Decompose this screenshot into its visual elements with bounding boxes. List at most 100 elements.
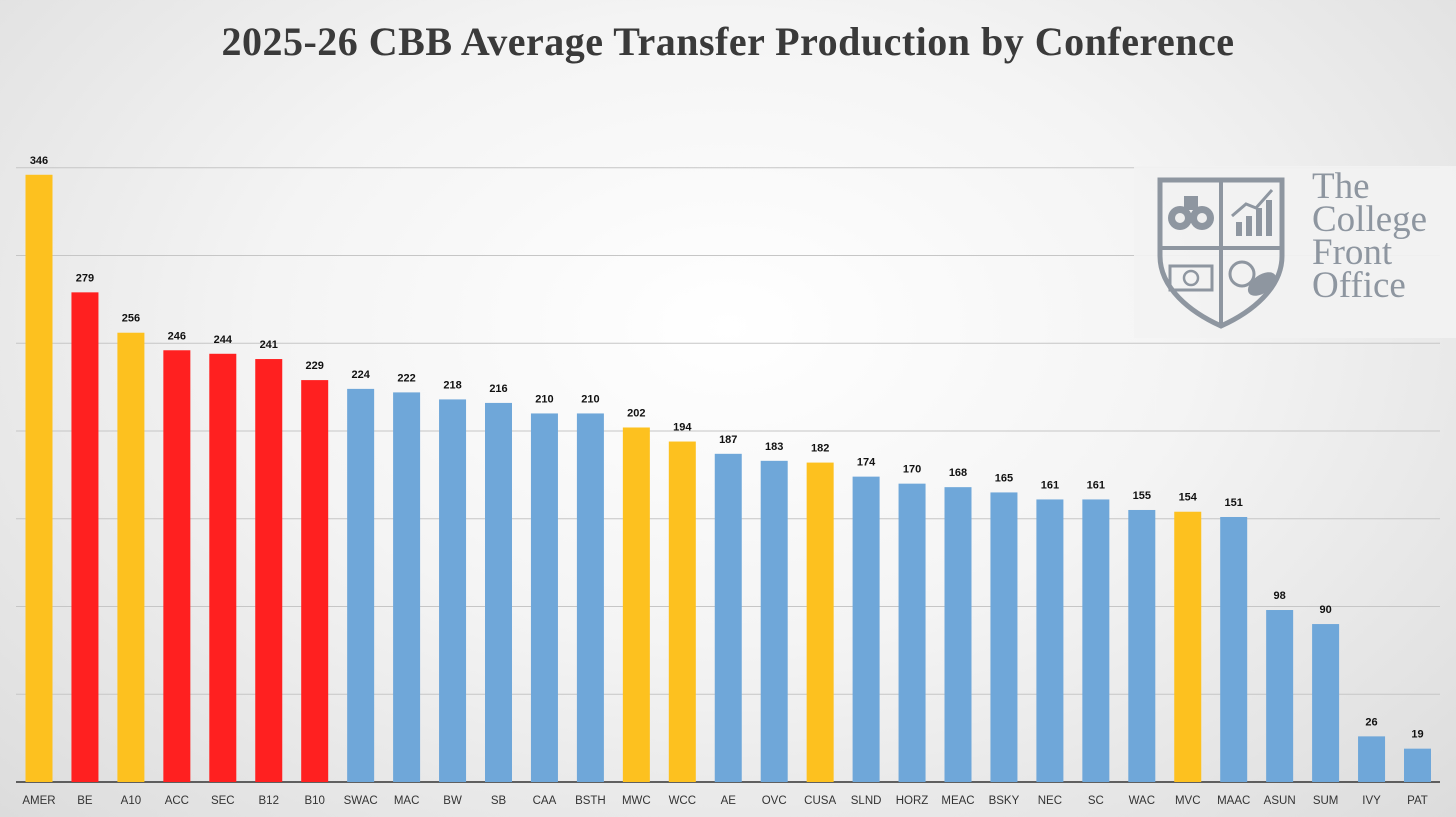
data-label: 168 <box>949 467 967 479</box>
x-tick-label: A10 <box>121 795 141 807</box>
data-label: 194 <box>673 422 692 434</box>
bar-bsth <box>576 413 604 782</box>
x-tick-label: HORZ <box>896 795 929 807</box>
bar-be <box>71 292 99 782</box>
x-tick-label: SEC <box>211 795 235 807</box>
data-label: 222 <box>397 372 415 384</box>
logo-line: The <box>1312 166 1370 207</box>
x-tick-label: WCC <box>669 795 696 807</box>
x-tick-label: AE <box>721 795 737 807</box>
bars <box>25 174 1431 782</box>
bar-mvc <box>1174 511 1202 782</box>
data-label: 246 <box>168 330 186 342</box>
bar-meac <box>944 487 972 782</box>
x-tick-label: CAA <box>533 795 557 807</box>
bar-ivy <box>1358 736 1386 782</box>
watermark-logo: The College Front Office <box>1134 166 1456 338</box>
logo-line: College <box>1312 199 1428 240</box>
data-label: 174 <box>857 457 876 469</box>
bar-horz <box>898 483 926 782</box>
x-tick-label: MVC <box>1175 795 1201 807</box>
x-tick-label: MAC <box>394 795 420 807</box>
x-tick-label: BE <box>77 795 93 807</box>
data-label: 170 <box>903 464 921 476</box>
x-tick-label: SWAC <box>344 795 378 807</box>
x-tick-label: NEC <box>1038 795 1062 807</box>
data-label: 26 <box>1365 716 1377 728</box>
bar-sum <box>1312 624 1340 782</box>
bar-maac <box>1220 516 1248 782</box>
bar-slnd <box>852 476 880 782</box>
chart-title: 2025-26 CBB Average Transfer Production … <box>221 19 1235 64</box>
bar-mac <box>393 392 421 782</box>
data-label: 151 <box>1225 497 1243 509</box>
x-tick-label: SB <box>491 795 507 807</box>
data-label: 210 <box>581 393 599 405</box>
data-label: 279 <box>76 272 94 284</box>
data-label: 165 <box>995 472 1013 484</box>
bar-sb <box>485 402 512 782</box>
data-label: 98 <box>1274 590 1286 602</box>
x-tick-label: MWC <box>622 795 651 807</box>
data-label: 224 <box>351 369 370 381</box>
bar-bw <box>439 399 467 782</box>
bar-b12 <box>255 359 283 782</box>
bar-swac <box>347 388 375 782</box>
x-tick-label: ASUN <box>1264 795 1296 807</box>
x-tick-label: ACC <box>165 795 189 807</box>
bar-amer <box>25 174 53 782</box>
data-label: 202 <box>627 407 645 419</box>
data-label: 210 <box>535 393 553 405</box>
x-tick-label: B10 <box>304 795 324 807</box>
data-label: 244 <box>214 334 233 346</box>
x-tick-label: MAAC <box>1217 795 1250 807</box>
bar-ovc <box>760 460 788 782</box>
x-tick-label: BSKY <box>989 795 1020 807</box>
x-tick-label: BSTH <box>575 795 606 807</box>
x-tick-label: BW <box>443 795 462 807</box>
data-label: 154 <box>1179 492 1198 504</box>
x-tick-label: SC <box>1088 795 1104 807</box>
bar-nec <box>1036 499 1064 782</box>
bar-wcc <box>668 441 696 782</box>
x-tick-label: SLND <box>851 795 882 807</box>
logo-line: Office <box>1312 265 1406 306</box>
logo-line: Front <box>1312 232 1393 273</box>
shield-logo-icon <box>1157 177 1285 329</box>
data-label: 161 <box>1041 479 1059 491</box>
bar-pat <box>1404 748 1431 782</box>
data-label: 229 <box>306 360 324 372</box>
x-tick-label: IVY <box>1362 795 1381 807</box>
x-tick-labels: AMER BE A10 ACC SEC B12 B10 SWAC MAC BW SB CAA BSTH M… <box>22 795 1427 807</box>
data-label: 19 <box>1411 729 1423 741</box>
bar-cusa <box>806 462 834 782</box>
bar-a10 <box>117 332 145 782</box>
bar-b10 <box>301 380 329 782</box>
x-tick-label: B12 <box>259 795 279 807</box>
bar-wac <box>1128 509 1156 782</box>
data-label: 216 <box>489 383 507 395</box>
data-label: 218 <box>443 379 461 391</box>
data-labels: 346 279 256 246 244 241 229 224 222 218 216 210 210 2… <box>30 155 1424 741</box>
x-tick-label: AMER <box>22 795 55 807</box>
data-label: 155 <box>1133 490 1151 502</box>
data-label: 182 <box>811 443 829 455</box>
bar-sc <box>1082 499 1110 782</box>
x-tick-label: SUM <box>1313 795 1339 807</box>
bar-caa <box>530 413 558 782</box>
x-tick-label: CUSA <box>804 795 836 807</box>
data-label: 256 <box>122 313 140 325</box>
bar-acc <box>163 350 191 782</box>
data-label: 90 <box>1319 604 1331 616</box>
x-tick-label: WAC <box>1129 795 1155 807</box>
logo-wordmark: The College Front Office <box>1312 166 1456 306</box>
data-label: 187 <box>719 434 737 446</box>
bar-ae <box>714 453 742 782</box>
x-tick-label: PAT <box>1407 795 1428 807</box>
data-label: 241 <box>260 339 278 351</box>
bar-mwc <box>622 427 650 782</box>
bar-bsky <box>990 492 1018 782</box>
x-tick-label: MEAC <box>941 795 974 807</box>
data-label: 346 <box>30 155 48 167</box>
